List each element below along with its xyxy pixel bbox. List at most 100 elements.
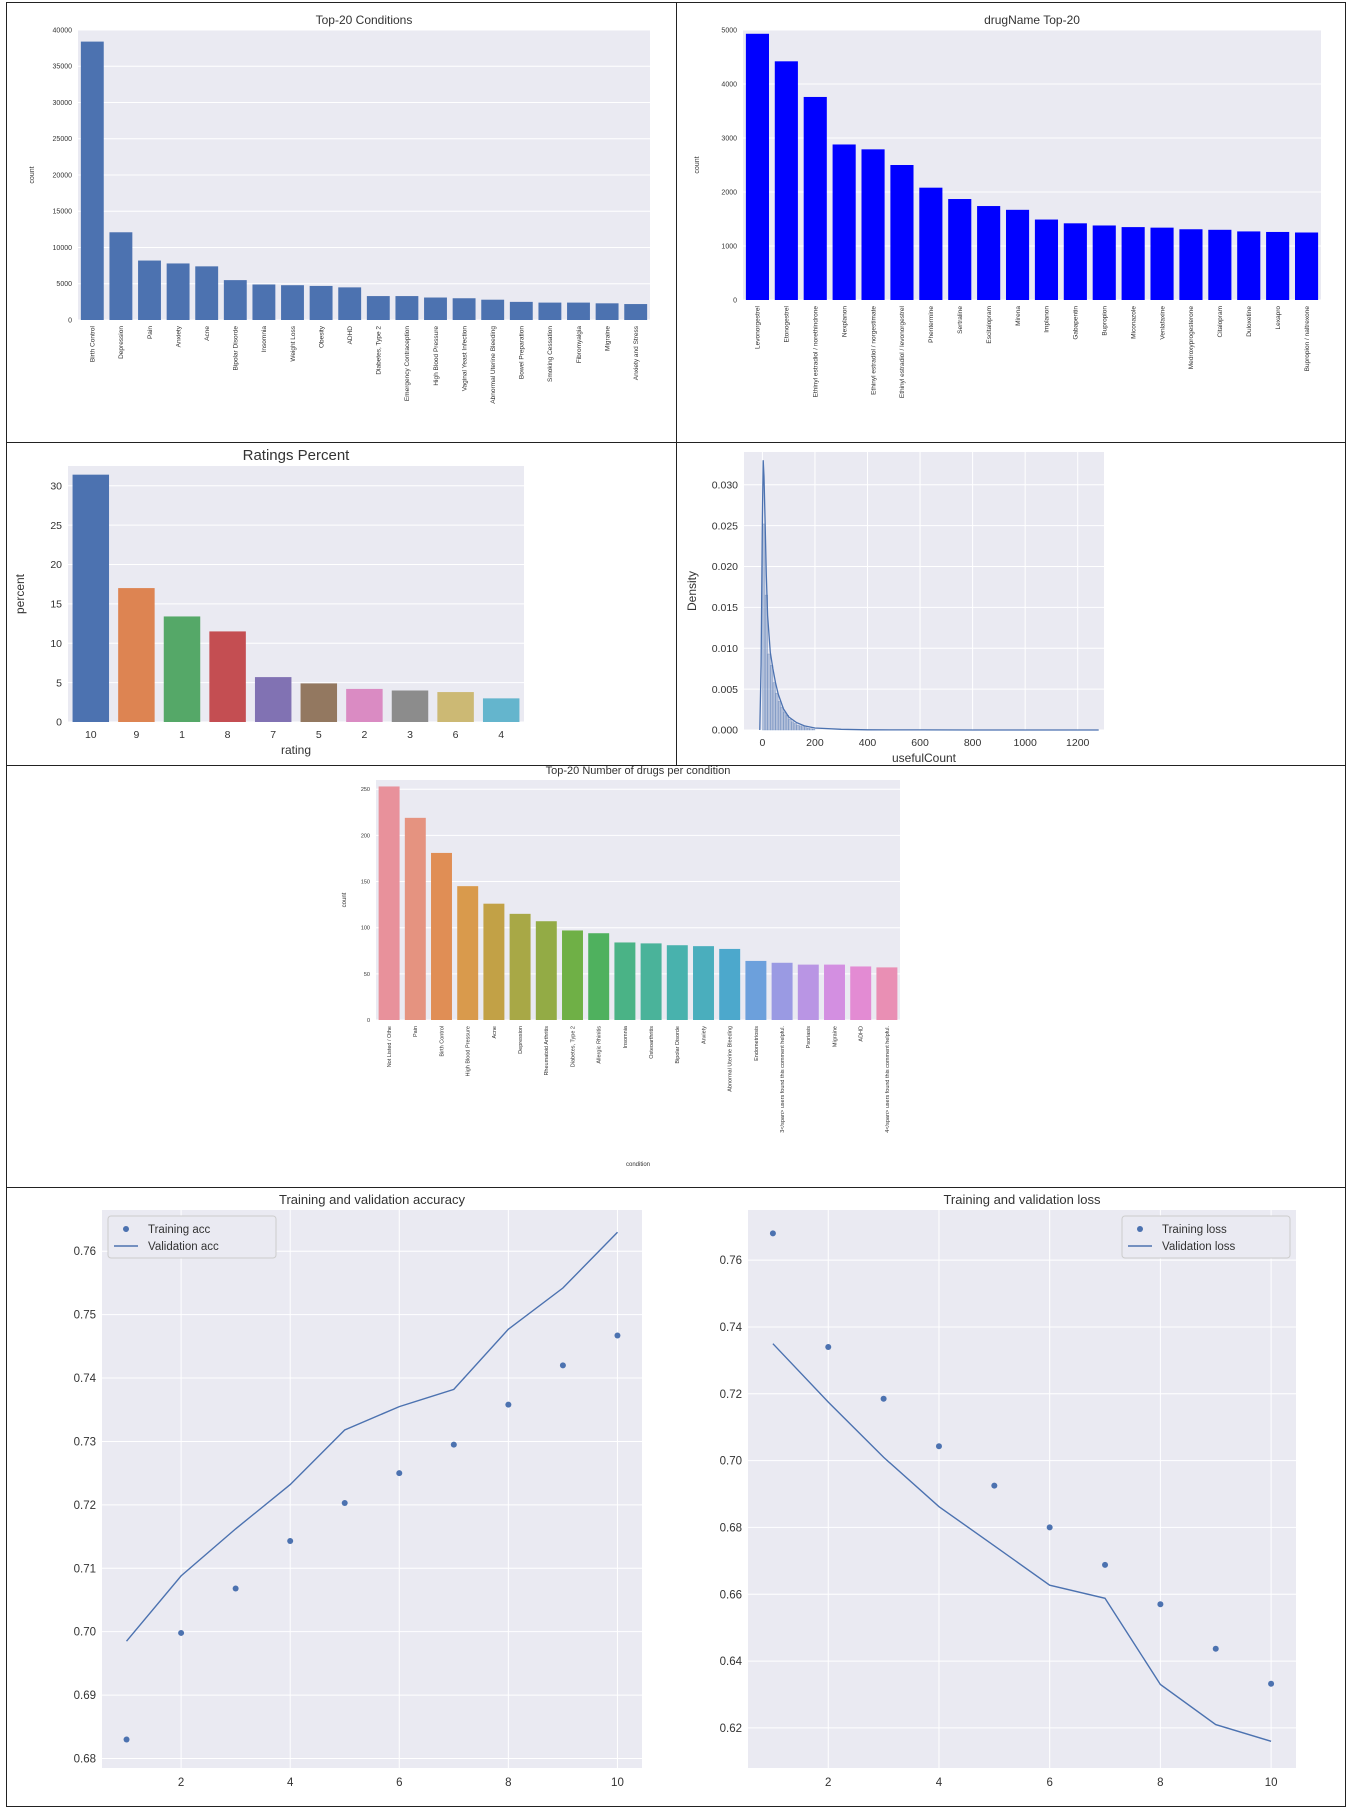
- histogram-bar: [770, 665, 774, 731]
- legend-label: Training acc: [148, 1224, 210, 1236]
- x-tick-label: 8: [505, 1777, 511, 1789]
- y-tick-label: 35000: [53, 64, 73, 71]
- y-tick-label: 0.010: [712, 643, 738, 655]
- y-tick-label: 5000: [721, 27, 737, 34]
- histogram-bar: [798, 725, 803, 731]
- x-tick-label: Birth Control: [90, 325, 97, 362]
- x-tick-label: Gabapentin: [1073, 306, 1080, 340]
- data-point: [396, 1470, 403, 1477]
- bar: [1092, 225, 1116, 300]
- x-tick-label: ADHD: [859, 1026, 865, 1042]
- x-tick-label: 9: [133, 729, 139, 741]
- histogram-bar: [809, 728, 813, 731]
- bar: [693, 946, 714, 1020]
- bar: [719, 948, 741, 1020]
- x-tick-label: Not Listed / Othe: [387, 1026, 393, 1067]
- bar: [1294, 232, 1319, 300]
- data-point: [1046, 1524, 1053, 1531]
- x-axis-label: condition: [626, 1162, 650, 1168]
- bar: [1237, 231, 1261, 300]
- bar: [624, 304, 648, 320]
- data-point: [991, 1482, 998, 1489]
- histogram-bar: [793, 723, 797, 731]
- y-tick-label: 0.70: [74, 1627, 96, 1639]
- bar: [509, 913, 531, 1020]
- y-tick-label: 10000: [53, 245, 73, 252]
- bar: [1005, 209, 1030, 300]
- histogram-bar: [791, 721, 795, 731]
- bar: [138, 260, 161, 320]
- x-axis-label: rating: [281, 743, 311, 757]
- x-tick-label: Depression: [518, 1026, 524, 1054]
- y-tick-label: 0.69: [74, 1690, 96, 1702]
- chart-title: Training and validation accuracy: [279, 1192, 465, 1207]
- x-tick-label: Sertraline: [957, 306, 964, 334]
- y-tick-label: 0.025: [712, 520, 738, 532]
- x-tick-label: Birth Control: [439, 1026, 445, 1057]
- x-tick-label: 200: [806, 737, 824, 749]
- bar: [919, 187, 943, 300]
- y-tick-label: 5000: [56, 281, 72, 288]
- x-axis-label: usefulCount: [892, 751, 957, 765]
- y-tick-label: 40000: [53, 27, 73, 34]
- x-tick-label: High Blood Pressure: [466, 1026, 472, 1076]
- x-tick-label: 4</span> users found this comment helpfu…: [885, 1026, 891, 1133]
- data-point: [769, 1230, 776, 1237]
- data-point: [1102, 1561, 1109, 1568]
- x-tick-label: 3: [407, 729, 413, 741]
- bar: [538, 302, 562, 320]
- bar: [832, 144, 856, 300]
- y-axis-label: count: [694, 156, 701, 173]
- x-tick-label: 4: [936, 1777, 943, 1789]
- bar: [254, 677, 292, 722]
- y-tick-label: 30: [50, 480, 62, 492]
- chart-ratings-percent: 0 5 10 15 20 25 30 10 9 1 8 7 5 2 3 6 4 Ratings Percent pe…: [13, 447, 524, 757]
- y-tick-label: 1000: [721, 243, 737, 250]
- x-tick-label: Bowel Preparation: [519, 326, 526, 379]
- x-tick-label: Pain: [147, 326, 154, 339]
- x-tick-label: High Blood Pressure: [433, 326, 440, 386]
- data-point: [450, 1441, 457, 1448]
- y-tick-label: 0.030: [712, 479, 738, 491]
- y-tick-label: 0.76: [74, 1246, 96, 1258]
- y-tick-label: 0: [56, 717, 62, 729]
- y-tick-label: 0.68: [720, 1522, 742, 1534]
- kde-curve: [759, 460, 1099, 731]
- chart-training-validation-loss: 0.62 0.64 0.66 0.68 0.70 0.72 0.74 0.76 2 4 6 8 10 Tr…: [720, 1192, 1296, 1789]
- x-tick-label: Nexplanon: [841, 306, 848, 337]
- histogram-bar: [777, 701, 782, 731]
- x-tick-label: Abnormal Uterine Bleeding: [728, 1026, 734, 1092]
- bar: [300, 683, 338, 722]
- x-tick-label: Fibromyalgia: [576, 326, 583, 364]
- y-tick-label: 15: [50, 599, 62, 611]
- x-tick-label: 1: [179, 729, 185, 741]
- legend-marker: [123, 1226, 129, 1232]
- bar: [535, 921, 557, 1020]
- bar: [1034, 219, 1059, 300]
- plot-background: [743, 30, 1321, 300]
- bar: [771, 962, 793, 1020]
- x-tick-label: Bipolar Disorde: [233, 326, 240, 371]
- bar: [309, 285, 333, 320]
- histogram-bar: [812, 728, 816, 731]
- x-tick-label: Smoking Cessation: [547, 326, 554, 382]
- x-tick-label: Escitalopram: [986, 306, 993, 344]
- bar: [509, 301, 533, 320]
- bar: [281, 285, 304, 320]
- bar: [1179, 229, 1203, 300]
- y-tick-label: 0.74: [74, 1373, 97, 1385]
- bar: [483, 903, 505, 1020]
- bar: [797, 964, 819, 1020]
- bar: [861, 149, 885, 300]
- bar: [223, 280, 247, 320]
- bar: [567, 302, 590, 320]
- x-tick-label: Mirena: [1015, 306, 1022, 326]
- data-point: [287, 1537, 294, 1544]
- bar: [109, 232, 133, 320]
- y-tick-label: 30000: [53, 100, 73, 107]
- x-tick-label: ADHD: [347, 326, 354, 345]
- x-tick-label: 4: [287, 1777, 294, 1789]
- x-tick-label: 8: [1157, 1777, 1163, 1789]
- bar: [424, 297, 447, 320]
- bar: [666, 945, 688, 1020]
